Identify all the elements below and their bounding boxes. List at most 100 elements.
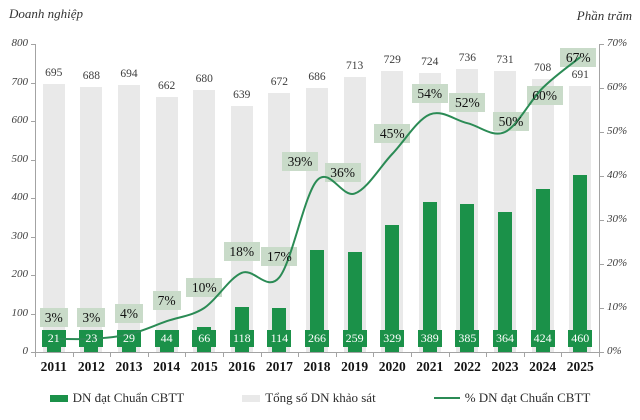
right-axis-tick <box>600 264 604 265</box>
right-axis-tick-label: 60% <box>607 81 628 93</box>
passed-bar-value: 29 <box>123 331 135 345</box>
green-line-swatch-icon <box>433 397 460 399</box>
right-axis-tick-label: 10% <box>607 301 628 313</box>
passed-bar-value: 364 <box>496 331 514 345</box>
right-axis-tick <box>600 132 604 133</box>
left-axis-tick-label: 700 <box>11 75 29 88</box>
x-axis-tick <box>110 353 112 357</box>
passed-bar-value: 266 <box>308 331 326 345</box>
right-axis-tick-label: 40% <box>607 169 628 181</box>
total-bar-value: 731 <box>496 53 514 66</box>
year-label: 2025 <box>566 359 594 374</box>
right-axis-tick-label: 50% <box>607 125 628 137</box>
right-axis-tick-label: 30% <box>607 213 628 225</box>
passed-bar <box>535 188 550 352</box>
x-axis-line <box>35 352 600 353</box>
legend-label: % DN đạt Chuẩn CBTT <box>464 390 591 405</box>
year-label: 2019 <box>341 359 369 374</box>
x-axis-tick <box>599 353 600 357</box>
year-label: 2018 <box>303 359 331 374</box>
legend-label: Tổng số DN khảo sát <box>265 390 376 405</box>
right-axis-tick <box>600 308 604 309</box>
percent-label: 67% <box>565 49 591 65</box>
total-bar-value: 713 <box>345 60 364 73</box>
x-axis-tick <box>561 353 563 357</box>
left-axis-tick <box>31 159 35 161</box>
percent-label: 10% <box>191 279 217 295</box>
year-label: 2020 <box>378 359 406 374</box>
gray-bar-swatch-icon <box>242 394 261 402</box>
percent-label: 3% <box>82 310 101 326</box>
passed-bar <box>46 343 61 352</box>
percent-label: 3% <box>44 310 63 326</box>
total-bar-value: 639 <box>233 88 251 101</box>
right-axis-tick-label: 70% <box>607 37 628 49</box>
passed-bar-value: 460 <box>571 331 590 345</box>
year-label: 2012 <box>77 359 105 374</box>
year-label: 2011 <box>40 359 67 374</box>
right-axis-tick <box>600 220 604 221</box>
legend-item-tong-so-dn: Tổng số DN khảo sát <box>242 390 376 406</box>
x-axis-tick <box>35 353 36 357</box>
percent-label: 4% <box>120 305 138 321</box>
total-bar-value: 688 <box>82 70 101 83</box>
legend: DN đạt Chuẩn CBTT Tổng số DN khảo sát % … <box>0 390 640 406</box>
total-bar-value: 708 <box>533 62 552 75</box>
passed-bar-value: 118 <box>233 331 251 345</box>
percent-label: 60% <box>532 87 557 103</box>
right-axis-tick <box>600 44 604 45</box>
left-axis-line <box>35 44 36 352</box>
left-axis-tick-label: 300 <box>11 229 29 242</box>
legend-label: DN đạt Chuẩn CBTT <box>72 390 185 405</box>
total-bar-value: 680 <box>195 73 213 86</box>
year-label: 2017 <box>265 359 293 374</box>
percent-label: 54% <box>417 85 443 101</box>
total-bar-value: 694 <box>120 67 138 80</box>
year-label: 2016 <box>228 359 256 374</box>
green-bar-swatch-icon <box>49 394 68 402</box>
percent-label: 36% <box>330 165 355 181</box>
left-axis-tick <box>31 313 35 315</box>
percent-label: 39% <box>287 153 313 169</box>
left-axis-tick <box>31 198 35 199</box>
passed-bar-value: 389 <box>420 331 439 345</box>
total-bar-value: 672 <box>270 76 289 89</box>
right-axis-tick <box>600 88 604 89</box>
total-bar-value: 691 <box>571 68 589 81</box>
year-label: 2014 <box>153 359 181 374</box>
percent-label: 18% <box>229 244 255 260</box>
year-label: 2021 <box>416 359 444 374</box>
x-axis-tick <box>411 353 412 357</box>
year-label: 2024 <box>529 359 557 374</box>
x-axis-tick <box>373 353 375 357</box>
total-bar-value: 686 <box>308 70 326 83</box>
left-axis-tick <box>31 121 35 122</box>
left-axis-tick-label: 400 <box>11 191 29 203</box>
total-bar-value: 729 <box>383 54 401 67</box>
percent-label: 50% <box>498 113 524 129</box>
percent-label: 7% <box>157 292 176 308</box>
left-axis-tick-label: 100 <box>11 306 29 319</box>
year-label: 2022 <box>453 359 481 374</box>
x-axis-tick <box>223 353 224 357</box>
legend-item-dn-dat-chuan: DN đạt Chuẩn CBTT <box>49 390 185 406</box>
passed-bar-value: 23 <box>85 331 98 345</box>
x-axis-tick <box>72 353 74 357</box>
year-label: 2015 <box>190 359 218 374</box>
left-axis-tick-label: 200 <box>11 268 29 280</box>
right-axis-tick <box>600 176 604 177</box>
x-axis-tick <box>185 353 187 357</box>
left-axis-tick-label: 500 <box>11 152 29 165</box>
right-axis-tick-label: 0% <box>607 345 622 357</box>
left-axis-tick <box>31 275 35 276</box>
left-axis-title: Doanh nghiệp <box>9 6 84 21</box>
right-axis-title: Phần trăm <box>576 8 632 23</box>
right-axis-tick <box>600 352 604 353</box>
x-axis-tick <box>523 353 525 357</box>
passed-bar-value: 66 <box>198 331 211 345</box>
passed-bar-value: 385 <box>458 331 477 345</box>
left-axis-tick <box>31 236 35 238</box>
x-axis-tick <box>486 353 488 357</box>
left-axis-tick <box>31 82 35 84</box>
